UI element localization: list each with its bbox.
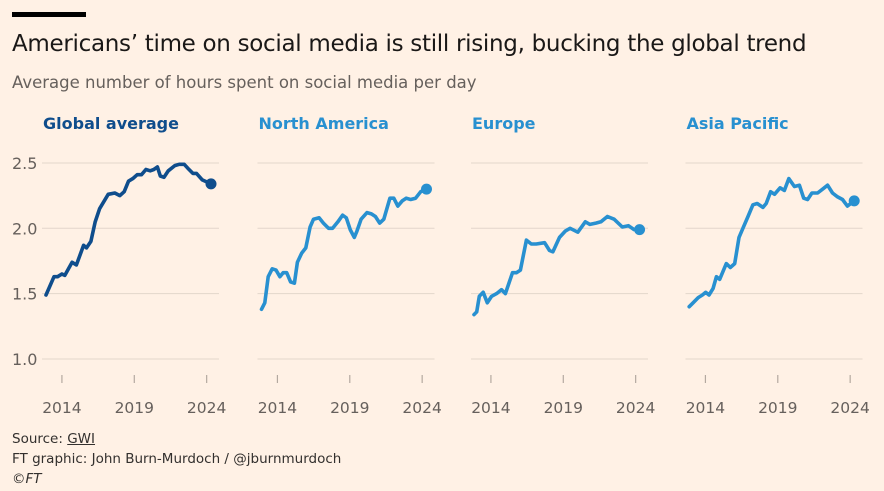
y-tick-label: 2.0 — [12, 219, 37, 238]
graphic-credit: FT graphic: John Burn-Murdoch / @jburnmu… — [12, 451, 342, 467]
x-tick-label: 2014 — [42, 399, 81, 417]
chart-subtitle: Average number of hours spent on social … — [12, 73, 477, 92]
series-line-global-average — [44, 162, 213, 297]
latest-value-dot — [848, 195, 860, 207]
panel-title-north-america: North America — [259, 114, 389, 133]
x-tick-label: 2019 — [758, 399, 797, 417]
chart-title: Americans’ time on social media is still… — [12, 31, 807, 57]
y-tick-label: 2.5 — [12, 154, 37, 173]
series-line-north-america — [259, 187, 429, 312]
x-tick-label: 2024 — [830, 399, 869, 417]
panel-title-europe: Europe — [472, 114, 536, 133]
x-tick-label: 2024 — [187, 399, 226, 417]
y-tick-label: 1.0 — [12, 350, 37, 369]
x-tick-label: 2024 — [402, 399, 441, 417]
x-tick-label: 2019 — [544, 399, 583, 417]
y-tick-label: 1.5 — [12, 285, 37, 304]
x-tick-label: 2019 — [330, 399, 369, 417]
x-tick-label: 2014 — [258, 399, 297, 417]
x-tick-label: 2014 — [686, 399, 725, 417]
series-line-europe — [472, 214, 642, 317]
x-tick-label: 2024 — [616, 399, 655, 417]
source-line: Source: GWI — [12, 431, 95, 447]
x-tick-label: 2014 — [471, 399, 510, 417]
latest-value-dot — [421, 183, 432, 195]
copyright: ©FT — [12, 471, 42, 487]
latest-value-dot — [634, 224, 646, 236]
source-label: Source: — [12, 431, 68, 447]
panel-title-asia-pacific: Asia Pacific — [687, 114, 789, 133]
series-line-asia-pacific — [687, 176, 856, 309]
panel-title-global-average: Global average — [43, 114, 179, 133]
source-link[interactable]: GWI — [67, 431, 96, 447]
latest-value-dot — [205, 178, 217, 190]
x-tick-label: 2019 — [115, 399, 154, 417]
ft-accent-bar — [12, 12, 86, 17]
